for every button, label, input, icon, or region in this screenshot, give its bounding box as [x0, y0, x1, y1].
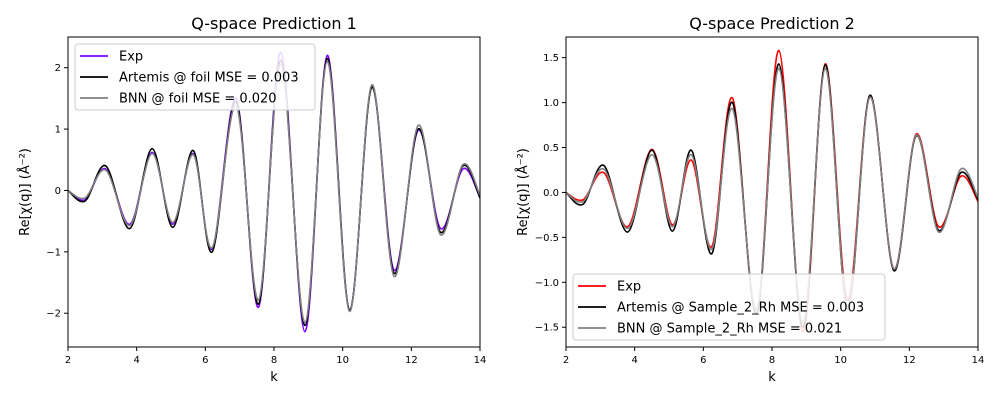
legend-label: Artemis @ foil MSE = 0.003: [119, 71, 299, 86]
y-tick-label: −1.5: [535, 323, 559, 334]
x-tick-label: 12: [903, 355, 916, 366]
chart-panel-1: Q-space Prediction 12 4 6 8 10 12 14−2−1012kRe…: [17, 14, 486, 385]
x-tick-label: 10: [336, 355, 349, 366]
y-tick-label: 0.5: [543, 143, 559, 154]
legend-label: Exp: [119, 50, 143, 65]
y-tick-label: 1: [55, 125, 61, 136]
y-tick-label: −1.0: [535, 278, 559, 289]
x-tick-label: 10: [834, 355, 847, 366]
y-tick-label: 0: [55, 186, 61, 197]
series-group: [566, 49, 978, 333]
x-axis-label: k: [768, 370, 776, 385]
x-tick-label: 8: [271, 355, 277, 366]
x-tick-label: 4: [133, 355, 139, 366]
x-tick-label: 8: [769, 355, 775, 366]
series-line-3: [68, 60, 480, 324]
chart-panel-2: Q-space Prediction 2 2 4 6 8 10 12 14 −1.5 −1.0 −0…: [515, 14, 984, 385]
chart-title: Q-space Prediction 2: [689, 14, 855, 33]
y-tick-label: 0.0: [543, 188, 559, 199]
x-tick-label: 6: [700, 355, 706, 366]
y-axis-label: Re[χ(q)] (Å⁻²): [17, 148, 33, 236]
y-tick-label: −0.5: [535, 233, 559, 244]
x-tick-label: 14: [474, 355, 487, 366]
legend-box: [74, 43, 316, 111]
legend-label: BNN @ Sample_2_Rh MSE = 0.021: [617, 322, 842, 337]
y-axis-label: Re[χ(q)] (Å⁻²): [515, 148, 531, 236]
chart-title: Q-space Prediction 1: [191, 14, 357, 33]
x-tick-label: 12: [405, 355, 418, 366]
x-tick-label: 14: [972, 355, 985, 366]
legend-label: Artemis @ Sample_2_Rh MSE = 0.003: [617, 301, 864, 316]
legend-label: BNN @ foil MSE = 0.020: [119, 92, 277, 107]
x-tick-label: 6: [202, 355, 208, 366]
y-tick-label: 2: [55, 63, 61, 74]
legend: Exp Artemis @ Sample_2_Rh MSE = 0.003 BNN …: [572, 273, 886, 341]
y-tick-label: 1.0: [543, 98, 559, 109]
y-tick-label: 1.5: [543, 53, 559, 64]
y-tick-label: −2: [46, 309, 61, 320]
x-tick-label: 2: [65, 355, 71, 366]
x-tick-label: 2: [563, 355, 569, 366]
legend-box: [572, 273, 886, 341]
legend: Exp Artemis @ foil MSE = 0.003 BNN @ foil …: [74, 43, 316, 111]
x-axis-label: k: [270, 370, 278, 385]
legend-label: Exp: [617, 280, 641, 295]
x-tick-label: 4: [631, 355, 637, 366]
series-line-3: [566, 67, 978, 324]
y-tick-label: −1: [46, 247, 61, 258]
